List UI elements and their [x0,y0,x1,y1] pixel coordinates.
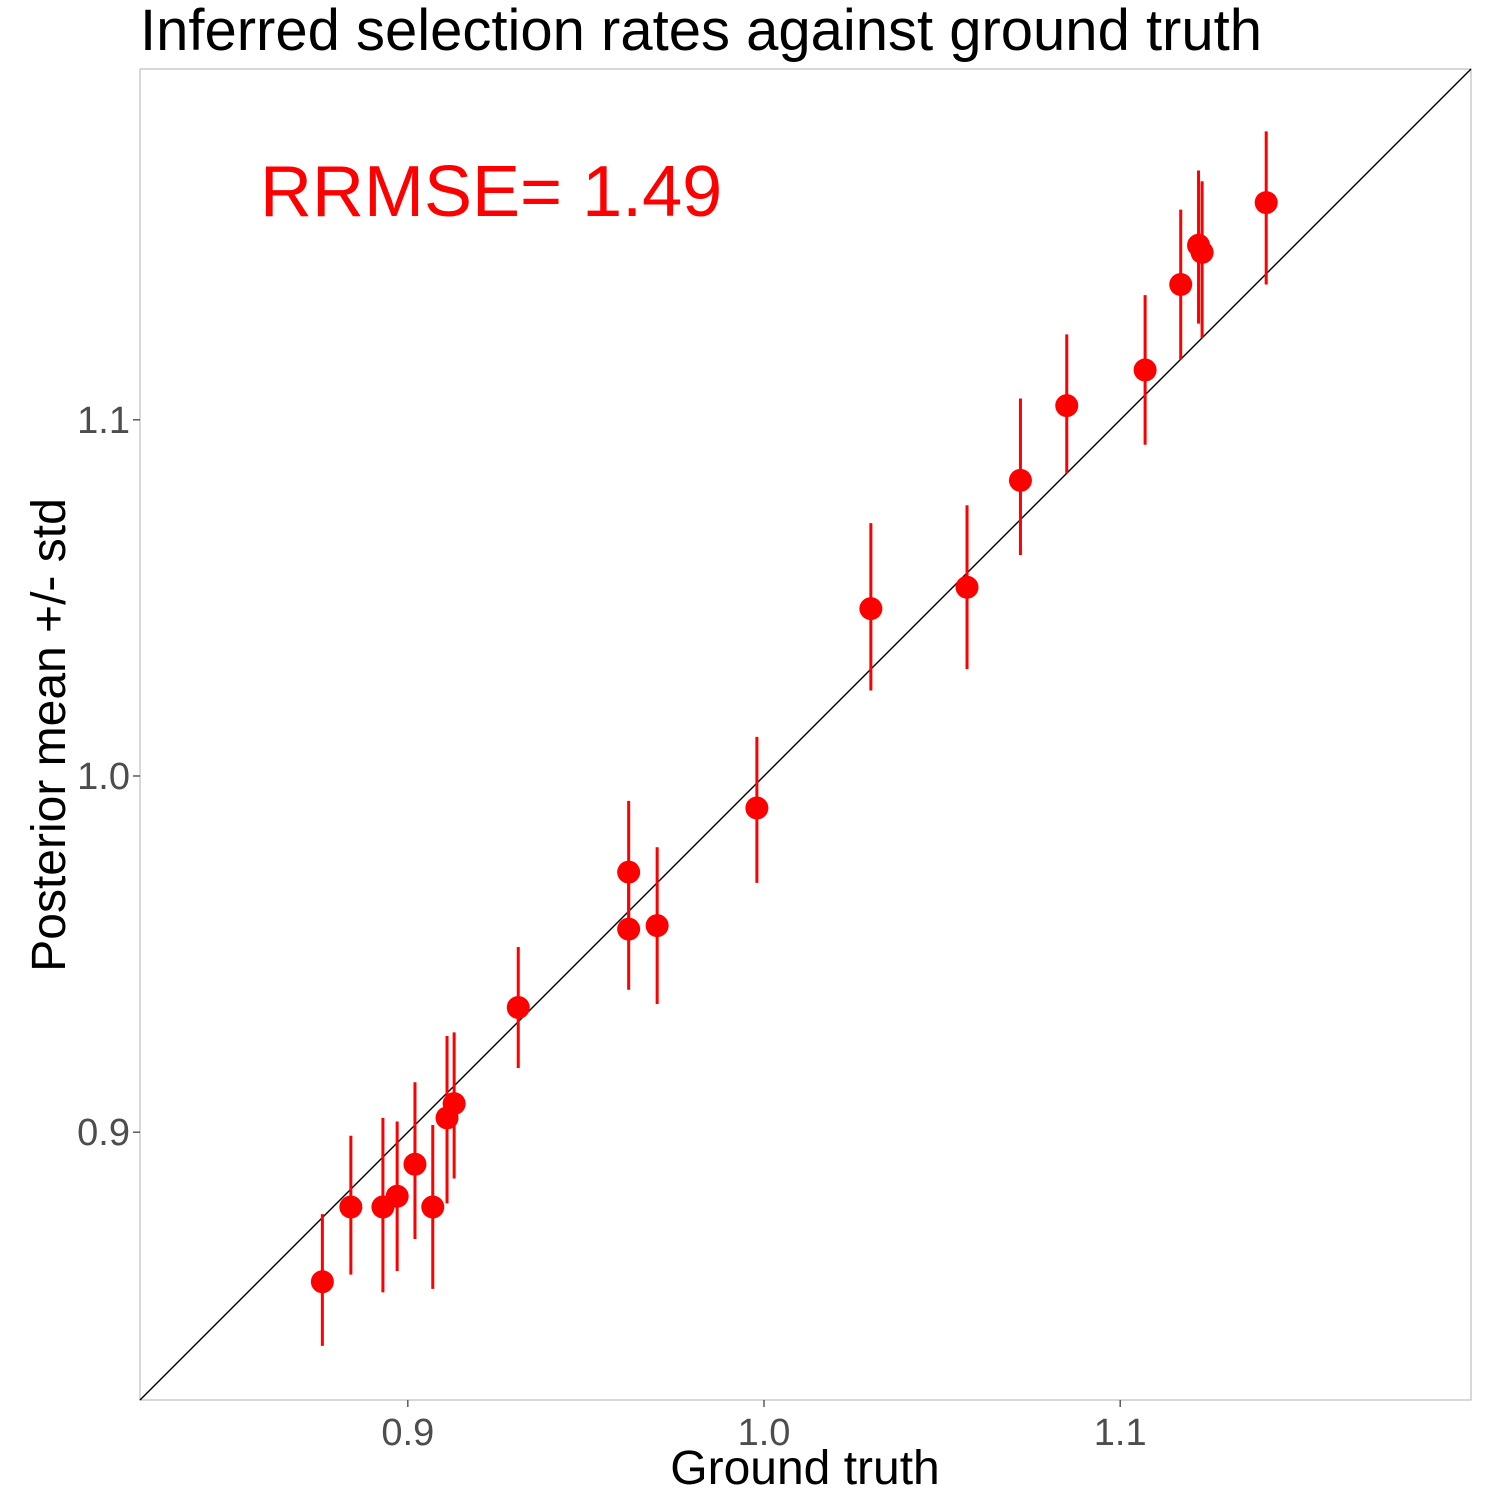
data-point [617,917,641,941]
data-point [645,914,669,938]
x-tick-label: 1.1 [1094,1412,1147,1454]
data-point [745,796,769,820]
rrmse-annotation: RRMSE= 1.49 [260,152,722,232]
error-bars [320,131,1268,1346]
data-point [859,597,883,621]
y-axis-title: Posterior mean +/- std [23,498,76,972]
data-point [421,1195,445,1219]
data-point [1169,272,1193,296]
x-tick-label: 0.9 [381,1412,434,1454]
y-tick-label: 1.0 [77,756,130,798]
data-point [617,860,641,884]
data-point [339,1195,363,1219]
data-points [310,191,1278,1294]
data-point [955,575,979,599]
data-point [310,1270,334,1294]
x-tick-label: 1.0 [738,1412,791,1454]
data-point [1133,358,1157,382]
data-point [442,1092,466,1116]
x-axis-title: Ground truth [670,1442,939,1495]
data-point [403,1152,427,1176]
identity-reference-line [139,68,1472,1401]
axis-ticks: 0.9 1.0 1.1 0.9 1.0 1.1 [77,400,1146,1454]
y-tick-label: 1.1 [77,400,130,442]
data-point [385,1184,409,1208]
data-point [1055,394,1079,418]
data-point [506,996,530,1020]
plot-panel-border [139,68,1472,1401]
chart-title: Inferred selection rates against ground … [140,0,1262,63]
data-point [1254,191,1278,215]
data-point [1190,240,1214,264]
data-point [1008,468,1032,492]
y-tick-label: 0.9 [77,1112,130,1154]
